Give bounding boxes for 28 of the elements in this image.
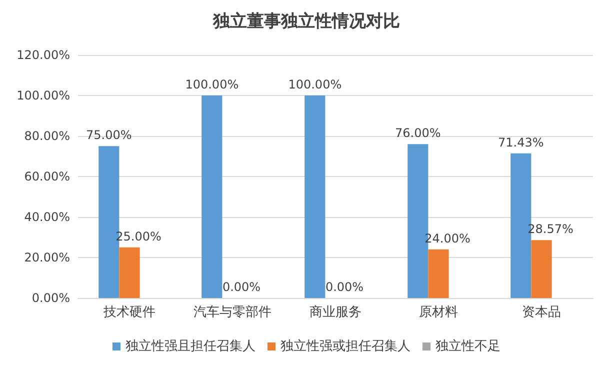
y-tick-label: 120.00% bbox=[16, 48, 70, 62]
legend-label: 独立性强且担任召集人 bbox=[126, 338, 256, 354]
x-tick-label: 商业服务 bbox=[310, 305, 362, 320]
bar bbox=[119, 247, 140, 298]
y-tick-label: 80.00% bbox=[24, 129, 70, 143]
x-tick-label: 汽车与零部件 bbox=[194, 305, 272, 320]
x-tick-label: 原材料 bbox=[419, 305, 458, 320]
data-label: 100.00% bbox=[288, 78, 342, 92]
chart-title: 独立董事独立性情况对比 bbox=[212, 12, 400, 32]
data-label: 100.00% bbox=[185, 78, 239, 92]
y-tick-label: 40.00% bbox=[24, 210, 70, 224]
y-tick-label: 0.00% bbox=[32, 291, 70, 305]
bar bbox=[428, 249, 449, 298]
bar bbox=[531, 240, 552, 298]
x-tick-label: 资本品 bbox=[522, 305, 561, 320]
data-label: 71.43% bbox=[498, 135, 544, 150]
data-label: 76.00% bbox=[395, 126, 441, 140]
data-label: 0.00% bbox=[222, 280, 261, 294]
legend-label: 独立性不足 bbox=[436, 338, 500, 354]
y-tick-label: 100.00% bbox=[16, 88, 70, 102]
legend-label: 独立性强或担任召集人 bbox=[280, 338, 410, 354]
data-label: 0.00% bbox=[325, 280, 364, 294]
y-tick-label: 60.00% bbox=[24, 170, 70, 184]
bar bbox=[202, 96, 222, 298]
data-label: 75.00% bbox=[86, 128, 132, 142]
x-tick-label: 技术硬件 bbox=[102, 305, 156, 320]
bar bbox=[304, 96, 326, 298]
y-tick-label: 20.00% bbox=[24, 250, 70, 264]
